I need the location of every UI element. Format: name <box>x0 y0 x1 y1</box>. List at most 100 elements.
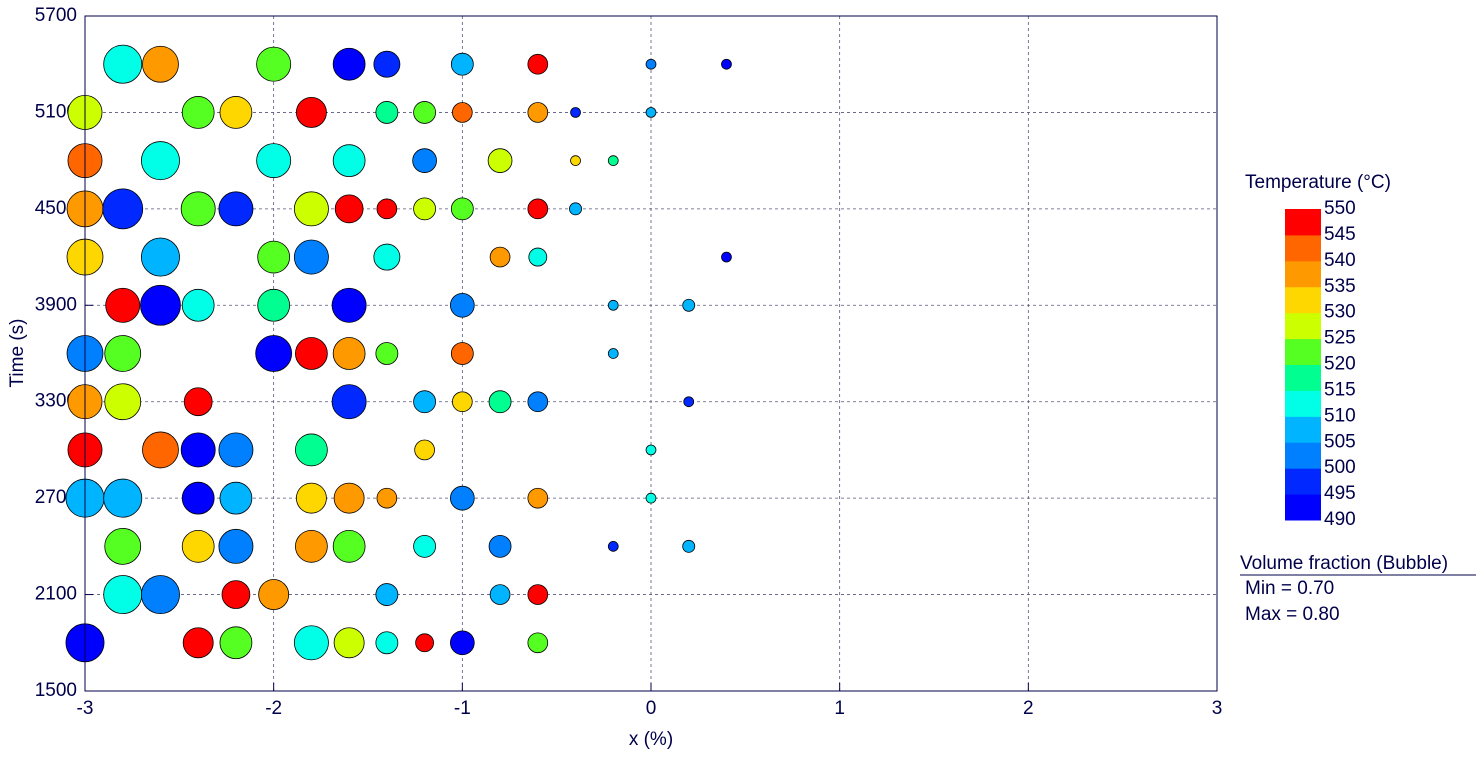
y-tick-label: 2100 <box>35 584 77 605</box>
bubble <box>221 580 251 609</box>
colorbar-band <box>1285 416 1321 443</box>
bubble <box>332 144 366 178</box>
bubble <box>103 478 143 518</box>
y-axis-label: Time (s) <box>7 319 28 388</box>
bubble <box>102 188 144 230</box>
bubble <box>105 287 141 323</box>
colorbar-tick-label: 525 <box>1324 328 1356 349</box>
x-tick-label: -3 <box>77 698 94 719</box>
bubble <box>181 96 215 129</box>
bubble <box>333 482 365 514</box>
colorbar-tick-label: 545 <box>1324 224 1356 245</box>
bubble <box>103 575 143 615</box>
bubble <box>527 632 549 654</box>
bubble <box>375 631 399 655</box>
x-tick-label: 2 <box>1023 698 1034 719</box>
bubble <box>295 529 328 563</box>
bubble <box>295 337 328 370</box>
bubble <box>182 627 214 659</box>
colorbar-tick-label: 540 <box>1324 250 1356 271</box>
bubble <box>331 287 367 323</box>
bubble <box>413 534 437 558</box>
bubble <box>449 630 475 656</box>
bubble <box>333 627 365 659</box>
colorbar-band <box>1285 312 1321 340</box>
bubble <box>645 492 657 504</box>
bubble <box>414 439 435 461</box>
bubble <box>528 247 548 267</box>
bubble <box>527 102 549 123</box>
colorbar-tick-label: 515 <box>1324 379 1356 400</box>
size-legend-min: Min = 0.70 <box>1245 578 1334 599</box>
y-tick-label: 5700 <box>35 5 77 26</box>
bubble <box>104 383 142 421</box>
bubble <box>373 243 401 271</box>
bubble <box>527 391 549 413</box>
bubble <box>181 481 215 515</box>
bubble <box>218 432 254 468</box>
size-legend-title: Volume fraction (Bubble) <box>1240 553 1448 574</box>
bubble <box>332 529 366 563</box>
bubble <box>412 148 437 173</box>
bubble <box>607 155 619 167</box>
bubble <box>607 540 619 552</box>
bubble <box>645 444 657 456</box>
bubble <box>219 481 253 515</box>
colorbar-tick-label: 530 <box>1324 302 1356 323</box>
bubble <box>449 292 475 318</box>
y-tick-label: 1500 <box>35 680 77 701</box>
bubble <box>376 487 398 509</box>
bubble <box>373 50 401 78</box>
x-tick-label: 1 <box>834 698 845 719</box>
bubble <box>415 633 434 653</box>
bubble <box>293 191 329 227</box>
bubble <box>645 107 657 118</box>
bubble <box>682 539 696 553</box>
colorbar-tick-label: 535 <box>1324 276 1356 297</box>
bubble <box>140 141 180 181</box>
bubble <box>140 575 180 615</box>
bubble <box>413 390 437 414</box>
colorbar-band <box>1285 209 1321 236</box>
colorbar-band <box>1285 494 1321 521</box>
colorbar-tick-label: 490 <box>1324 509 1356 530</box>
bubble <box>103 44 143 84</box>
bubble <box>489 584 511 605</box>
bubble <box>607 299 619 311</box>
bubble <box>682 298 696 312</box>
bubble <box>413 197 437 221</box>
bubble <box>569 202 582 216</box>
colorbar-tick-label: 505 <box>1324 431 1356 452</box>
bubble <box>607 348 619 359</box>
colorbar-band <box>1285 338 1321 365</box>
bubble <box>527 584 549 605</box>
colorbar-band <box>1285 286 1321 314</box>
bubble <box>180 191 216 227</box>
bubble <box>449 485 475 511</box>
bubble <box>293 239 329 275</box>
bubble <box>180 432 216 468</box>
x-tick-label: -2 <box>265 698 282 719</box>
bubble <box>295 96 327 128</box>
bubble <box>527 487 549 509</box>
plot-frame-top <box>84 15 1218 692</box>
bubble <box>257 240 291 274</box>
colorbar-band <box>1285 364 1321 391</box>
bubble <box>258 579 290 611</box>
bubble <box>570 155 581 167</box>
colorbar-tick-label: 495 <box>1324 483 1356 504</box>
bubble <box>140 237 180 277</box>
bubble <box>181 529 215 563</box>
colorbar-tick-label: 500 <box>1324 457 1356 478</box>
bubble <box>104 335 142 372</box>
size-legend-max: Max = 0.80 <box>1245 604 1340 625</box>
bubble <box>450 342 474 365</box>
bubble <box>183 387 213 417</box>
bubble <box>721 58 732 70</box>
x-tick-label: 0 <box>646 698 657 719</box>
bubble <box>450 197 474 221</box>
bubble <box>721 251 732 263</box>
colorbar-band <box>1285 260 1321 288</box>
colorbar-tick-label: 510 <box>1324 405 1356 426</box>
